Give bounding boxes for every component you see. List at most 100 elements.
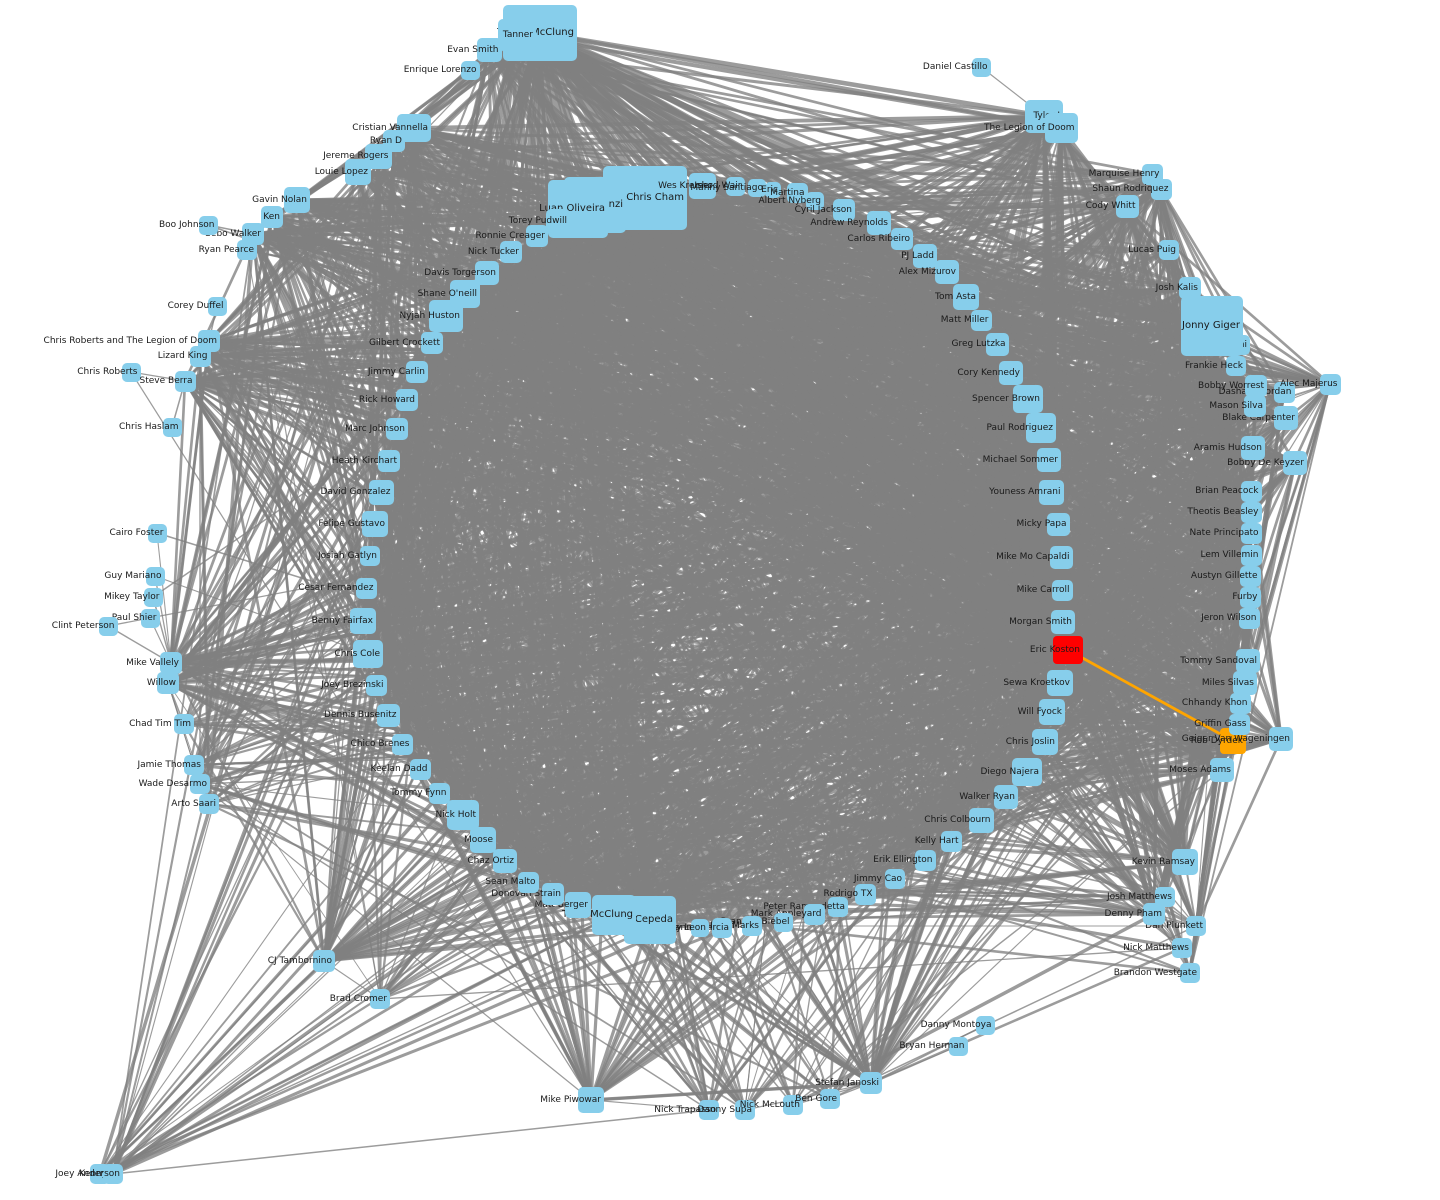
graph-node[interactable] [207, 296, 227, 316]
graph-node[interactable] [1172, 849, 1198, 875]
graph-node[interactable] [891, 228, 913, 250]
graph-node[interactable] [162, 417, 182, 437]
graph-node[interactable] [1240, 501, 1262, 523]
graph-node[interactable] [565, 892, 591, 918]
graph-node[interactable] [421, 332, 443, 354]
graph-node[interactable] [447, 800, 479, 830]
graph-node[interactable] [885, 869, 905, 889]
graph-node[interactable] [378, 450, 400, 472]
graph-node[interactable] [1240, 480, 1262, 502]
graph-node[interactable] [143, 587, 163, 607]
graph-node[interactable] [1039, 699, 1065, 725]
graph-node[interactable] [1244, 395, 1266, 417]
graph-node[interactable] [355, 577, 377, 599]
graph-node[interactable] [121, 362, 141, 382]
graph-node[interactable] [368, 479, 394, 505]
graph-node[interactable] [409, 758, 431, 780]
graph-node[interactable] [1210, 758, 1234, 782]
graph-node[interactable] [147, 523, 167, 543]
graph-node[interactable] [742, 916, 762, 936]
graph-node[interactable] [1273, 381, 1295, 403]
graph-node[interactable] [867, 211, 891, 235]
graph-node[interactable] [1026, 413, 1056, 443]
graph-node[interactable] [783, 1095, 803, 1115]
graph-node[interactable] [189, 345, 211, 367]
graph-node[interactable] [1236, 649, 1260, 673]
graph-node[interactable] [500, 241, 522, 263]
graph-node[interactable] [1180, 963, 1200, 983]
graph-node[interactable] [1044, 113, 1078, 143]
graph-node[interactable] [592, 895, 636, 935]
graph-node[interactable] [237, 240, 257, 260]
graph-node[interactable] [450, 280, 480, 308]
graph-node[interactable] [1240, 544, 1262, 566]
graph-node[interactable] [475, 261, 499, 285]
graph-node[interactable] [493, 849, 517, 873]
graph-node[interactable] [1037, 448, 1061, 472]
graph-node[interactable] [406, 361, 428, 383]
graph-node[interactable] [1179, 277, 1201, 299]
graph-node[interactable] [735, 1100, 755, 1120]
graph-node[interactable] [360, 546, 380, 566]
graph-node[interactable] [786, 183, 808, 203]
graph-node[interactable] [913, 244, 937, 268]
graph-node[interactable] [975, 1015, 995, 1035]
graph-node[interactable] [940, 830, 962, 852]
graph-node[interactable] [1051, 579, 1073, 601]
graph-node[interactable] [261, 206, 283, 228]
graph-node[interactable] [199, 794, 219, 814]
node-source-eric-koston[interactable] [1053, 636, 1083, 664]
graph-node[interactable] [157, 672, 179, 694]
graph-node[interactable] [1226, 356, 1246, 376]
graph-node[interactable] [699, 1100, 719, 1120]
graph-node[interactable] [174, 714, 194, 734]
graph-node[interactable] [968, 807, 994, 833]
graph-node[interactable] [365, 674, 387, 696]
graph-node[interactable] [948, 1036, 968, 1056]
graph-node[interactable] [578, 1087, 604, 1113]
graph-node[interactable] [1032, 729, 1058, 755]
graph-node[interactable] [999, 361, 1023, 385]
graph-node[interactable] [1186, 916, 1206, 936]
graph-node[interactable] [1241, 436, 1265, 460]
graph-node[interactable] [1229, 692, 1251, 714]
graph-node[interactable] [174, 370, 196, 392]
graph-node[interactable] [353, 640, 383, 668]
graph-node[interactable] [1150, 178, 1172, 200]
graph-node[interactable] [1240, 522, 1262, 544]
graph-node[interactable] [691, 919, 709, 937]
graph-node[interactable] [362, 511, 388, 537]
graph-node[interactable] [1038, 479, 1064, 505]
graph-node[interactable] [828, 897, 848, 917]
graph-node[interactable] [184, 755, 204, 775]
graph-node[interactable] [313, 950, 335, 972]
graph-node[interactable] [376, 703, 400, 727]
graph-node[interactable] [854, 883, 876, 905]
graph-node[interactable] [1012, 758, 1042, 786]
graph-node[interactable] [688, 173, 716, 199]
graph-node[interactable] [1239, 565, 1261, 587]
graph-node[interactable] [370, 989, 390, 1009]
graph-node[interactable] [725, 176, 745, 196]
graph-node[interactable] [428, 782, 450, 804]
graph-node[interactable] [1228, 713, 1250, 735]
graph-node[interactable] [712, 918, 732, 938]
graph-node[interactable] [145, 566, 165, 586]
graph-node[interactable] [546, 209, 570, 233]
graph-node[interactable] [498, 19, 536, 51]
graph-node[interactable] [985, 332, 1009, 356]
graph-node[interactable] [160, 652, 182, 674]
graph-node[interactable] [460, 60, 480, 80]
graph-node[interactable] [396, 389, 418, 411]
graph-node[interactable] [833, 199, 855, 221]
graph-node[interactable] [914, 849, 936, 871]
graph-node[interactable] [350, 608, 376, 634]
graph-node[interactable] [765, 182, 781, 198]
graph-node[interactable] [1274, 406, 1298, 430]
graph-node[interactable] [1233, 671, 1257, 695]
graph-node[interactable] [386, 418, 408, 440]
graph-node[interactable] [748, 179, 766, 197]
graph-node[interactable] [140, 608, 160, 628]
graph-node[interactable] [971, 57, 991, 77]
